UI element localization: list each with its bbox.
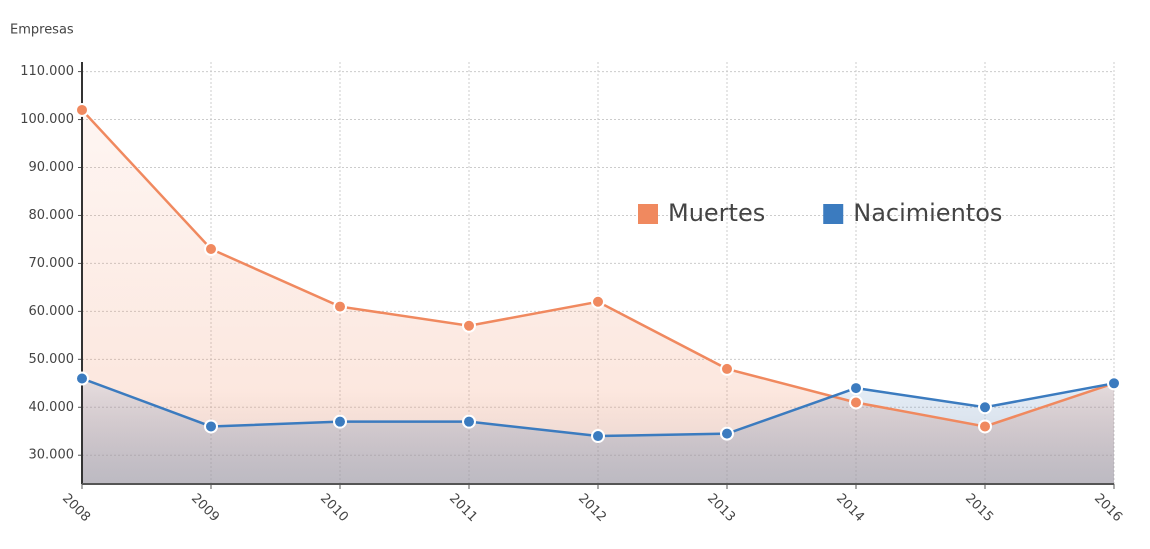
y-tick-label: 90.000 [29,160,75,175]
point [333,299,347,314]
x-tick-label: 2014 [833,491,867,525]
x-tick-label: 2009 [188,491,222,525]
area [82,109,1114,485]
y-tick-label: 110.000 [20,64,74,79]
point [204,242,218,257]
legend-swatch [638,204,658,224]
x-tick-label: 2013 [704,491,738,525]
y-tick-label: 30.000 [29,448,75,463]
point [591,429,605,444]
x-tick-label: 2008 [59,491,93,525]
y-tick-label: 100.000 [20,112,74,127]
point [333,414,347,429]
y-tick-label: 80.000 [29,208,75,223]
point [462,318,476,333]
point [849,381,863,396]
y-axis-label: Empresas [10,23,74,38]
legend-label: Muertes [668,199,765,227]
point [978,400,992,415]
point [591,294,605,309]
point [1107,376,1121,391]
point [75,102,89,117]
legend-swatch [823,204,844,224]
point [204,419,218,434]
legend: Muertes Nacimientos [638,199,1002,227]
point [462,414,476,429]
x-tick-label: 2011 [446,491,480,525]
point [75,371,89,386]
x-tick-label: 2010 [317,491,351,525]
y-tick-label: 50.000 [29,352,75,367]
point [849,395,863,410]
y-tick-label: 40.000 [29,400,75,415]
legend-label: Nacimientos [853,199,1002,227]
point [720,361,734,376]
y-tick-label: 70.000 [29,256,75,271]
x-tick-label: 2016 [1091,491,1125,525]
x-tick-label: 2015 [962,491,996,525]
y-tick-label: 60.000 [29,304,75,319]
point [720,426,734,441]
x-tick-label: 2012 [575,491,609,525]
point [978,419,992,434]
